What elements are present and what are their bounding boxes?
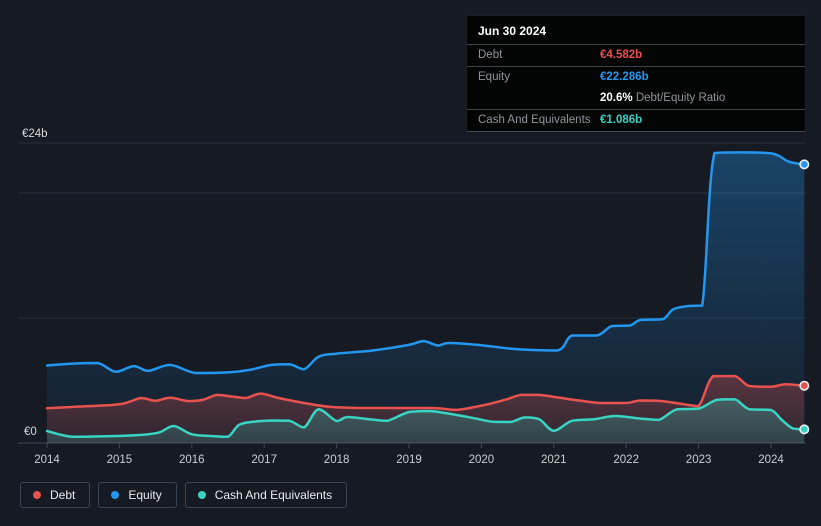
cash-and-equivalents-area [47, 399, 805, 443]
tooltip-row-ratio: 20.6% Debt/Equity Ratio [467, 88, 805, 110]
legend-equity-label: Equity [128, 488, 162, 502]
equity-area [47, 152, 805, 443]
x-label-2016: 2016 [179, 454, 205, 466]
tooltip-row-cash: Cash And Equivalents €1.086b [467, 110, 805, 131]
x-label-2017: 2017 [251, 454, 277, 466]
x-label-2024: 2024 [758, 454, 784, 466]
legend-item-equity[interactable]: Equity [98, 482, 177, 508]
x-label-2014: 2014 [34, 454, 60, 466]
tooltip-equity-value: €22.286b [600, 71, 649, 83]
x-label-2020: 2020 [469, 454, 495, 466]
tooltip-cash-label: Cash And Equivalents [478, 114, 591, 126]
cash-and-equivalents-endpoint-marker [799, 424, 810, 435]
equity-line [45, 151, 806, 375]
cash-series-dot-icon [197, 491, 206, 499]
x-label-2023: 2023 [686, 454, 712, 466]
tooltip-debt-label: Debt [478, 49, 503, 61]
legend-item-debt[interactable]: Debt [20, 482, 91, 508]
tooltip-ratio: 20.6% Debt/Equity Ratio [600, 91, 725, 106]
x-label-2015: 2015 [107, 454, 133, 466]
tooltip-ratio-label: Debt/Equity Ratio [635, 92, 726, 104]
equity-endpoint-marker [799, 159, 810, 170]
debt-series-dot-icon [33, 491, 41, 499]
x-axis: 2014 2015 2016 2017 2018 2019 2020 2021 2022 2023… [34, 443, 784, 466]
tooltip-cash-value: €1.086b [600, 114, 643, 126]
debt-endpoint-marker [799, 380, 810, 391]
legend-debt-label: Debt [50, 488, 76, 502]
equity-series-dot-icon [111, 491, 120, 499]
legend-cash-label: Cash And Equivalents [214, 488, 333, 502]
x-label-2021: 2021 [541, 454, 567, 466]
tooltip-debt-value: €4.582b [600, 49, 643, 61]
x-label-2019: 2019 [396, 454, 422, 466]
tooltip-date: Jun 30 2024 [467, 16, 805, 45]
y-max-label: €24b [22, 128, 48, 140]
legend-item-cash[interactable]: Cash And Equivalents [184, 482, 348, 508]
x-label-2018: 2018 [324, 454, 350, 466]
cash-and-equivalents-line [45, 398, 806, 439]
tooltip-row-equity: Equity €22.286b [467, 67, 805, 88]
tooltip-row-debt: Debt €4.582b [467, 45, 805, 67]
debt-equity-history-chart[interactable]: 2014 2015 2016 2017 2018 2019 2020 2021 2022 2023… [0, 0, 821, 470]
chart-legend: Debt Equity Cash And Equivalents [20, 482, 348, 508]
tooltip-equity-label: Equity [478, 71, 510, 83]
x-label-2022: 2022 [613, 454, 639, 466]
tooltip-ratio-value: 20.6% [600, 92, 633, 104]
y-zero-label: €0 [24, 426, 37, 438]
debt-line [45, 374, 806, 412]
chart-tooltip: Jun 30 2024 Debt €4.582b Equity €22.286b… [466, 15, 806, 132]
